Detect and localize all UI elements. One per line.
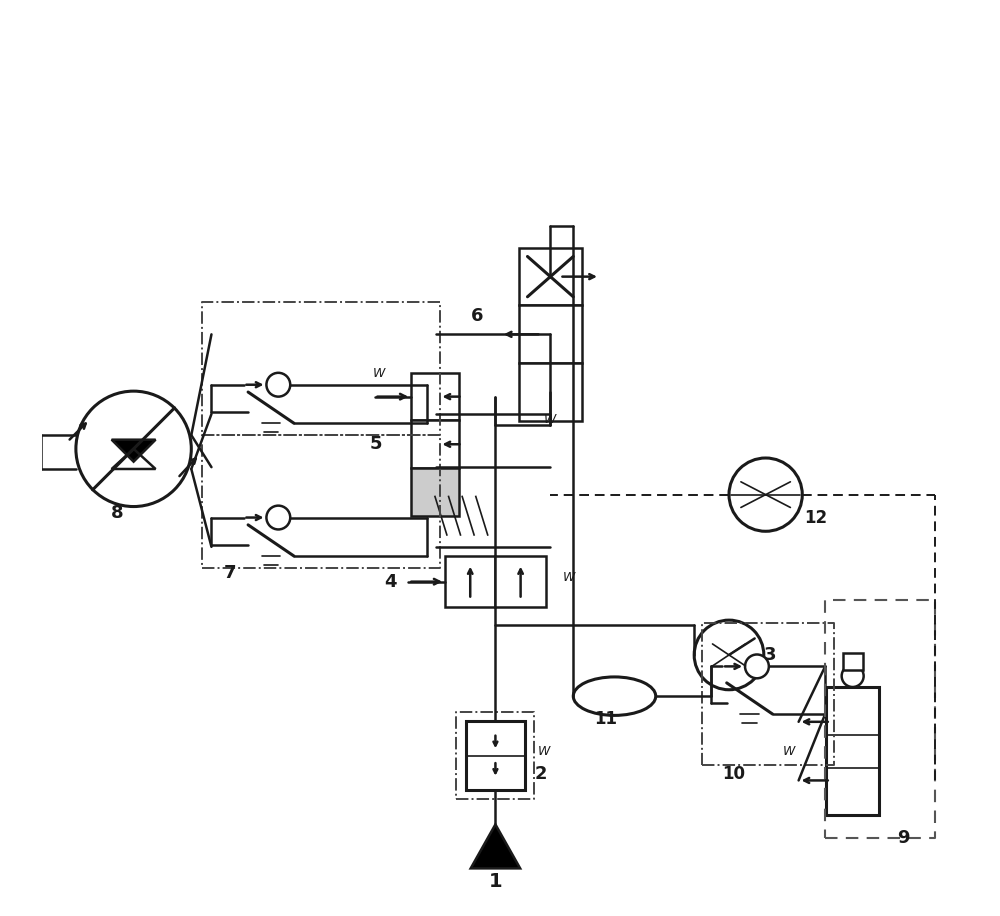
Circle shape: [76, 391, 191, 507]
Text: 12: 12: [804, 508, 828, 527]
Text: 8: 8: [111, 504, 123, 522]
Ellipse shape: [573, 677, 656, 715]
Circle shape: [842, 665, 864, 687]
Circle shape: [694, 620, 764, 690]
Bar: [411, 420, 459, 468]
Circle shape: [266, 506, 290, 529]
Text: W: W: [373, 367, 385, 380]
Circle shape: [729, 458, 802, 531]
Bar: [519, 305, 582, 363]
Polygon shape: [112, 440, 156, 462]
Text: 1: 1: [489, 872, 502, 890]
Text: 4: 4: [384, 572, 396, 591]
Text: 6: 6: [471, 307, 483, 325]
Text: 3: 3: [764, 646, 776, 664]
Text: 11: 11: [594, 710, 617, 728]
Text: 10: 10: [722, 765, 745, 783]
Bar: [411, 468, 459, 516]
Bar: [826, 687, 879, 815]
Bar: [466, 722, 525, 790]
Text: 2: 2: [535, 765, 547, 783]
Text: 5: 5: [370, 435, 383, 453]
Circle shape: [745, 654, 769, 678]
Bar: [411, 373, 459, 420]
Bar: [843, 653, 863, 670]
Text: 9: 9: [897, 829, 909, 847]
Bar: [495, 557, 546, 607]
Text: W: W: [563, 571, 575, 583]
Polygon shape: [471, 824, 520, 868]
Text: W: W: [783, 745, 796, 758]
Text: W: W: [544, 413, 557, 426]
Text: 7: 7: [224, 563, 236, 582]
Bar: [519, 247, 582, 306]
Circle shape: [266, 373, 290, 397]
Bar: [445, 557, 495, 607]
Text: W: W: [537, 745, 550, 758]
Bar: [519, 363, 582, 420]
